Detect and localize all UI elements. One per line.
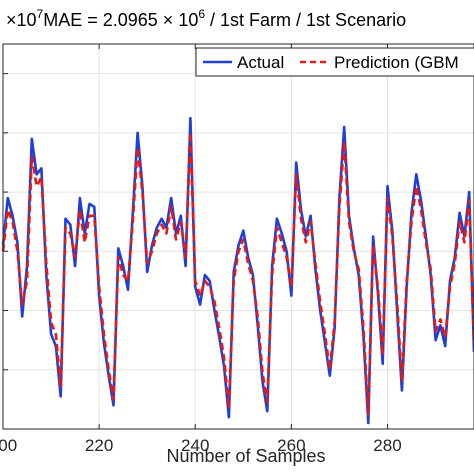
- axis-ticks: 200 220 240 260 280: [0, 44, 402, 455]
- legend-label-actual: Actual: [237, 53, 284, 72]
- series-lines: [1, 116, 474, 425]
- series-line-prediction: [1, 131, 474, 416]
- title-scenario: / 1st Farm / 1st Scenario: [205, 10, 406, 30]
- title-multiplier-exponent: 7: [37, 7, 44, 21]
- x-tick-label: 280: [373, 436, 401, 455]
- x-tick-label: 200: [0, 436, 17, 455]
- x-tick-label: 260: [277, 436, 305, 455]
- x-axis-label: Number of Samples: [166, 446, 325, 466]
- title-mae: MAE = 2.0965 × 10: [43, 10, 198, 30]
- x-tick-label: 220: [85, 436, 113, 455]
- x-tick-label: 240: [181, 436, 209, 455]
- legend-box: [195, 47, 474, 77]
- title-mae-exponent: 6: [198, 7, 205, 21]
- chart-title: ×107MAE = 2.0965 × 106 / 1st Farm / 1st …: [6, 7, 406, 30]
- plot-area-frame: [2, 43, 474, 430]
- title-multiplier: ×10: [6, 10, 37, 30]
- legend: Actual Prediction (GBM: [195, 47, 474, 77]
- legend-label-prediction: Prediction (GBM: [334, 53, 459, 72]
